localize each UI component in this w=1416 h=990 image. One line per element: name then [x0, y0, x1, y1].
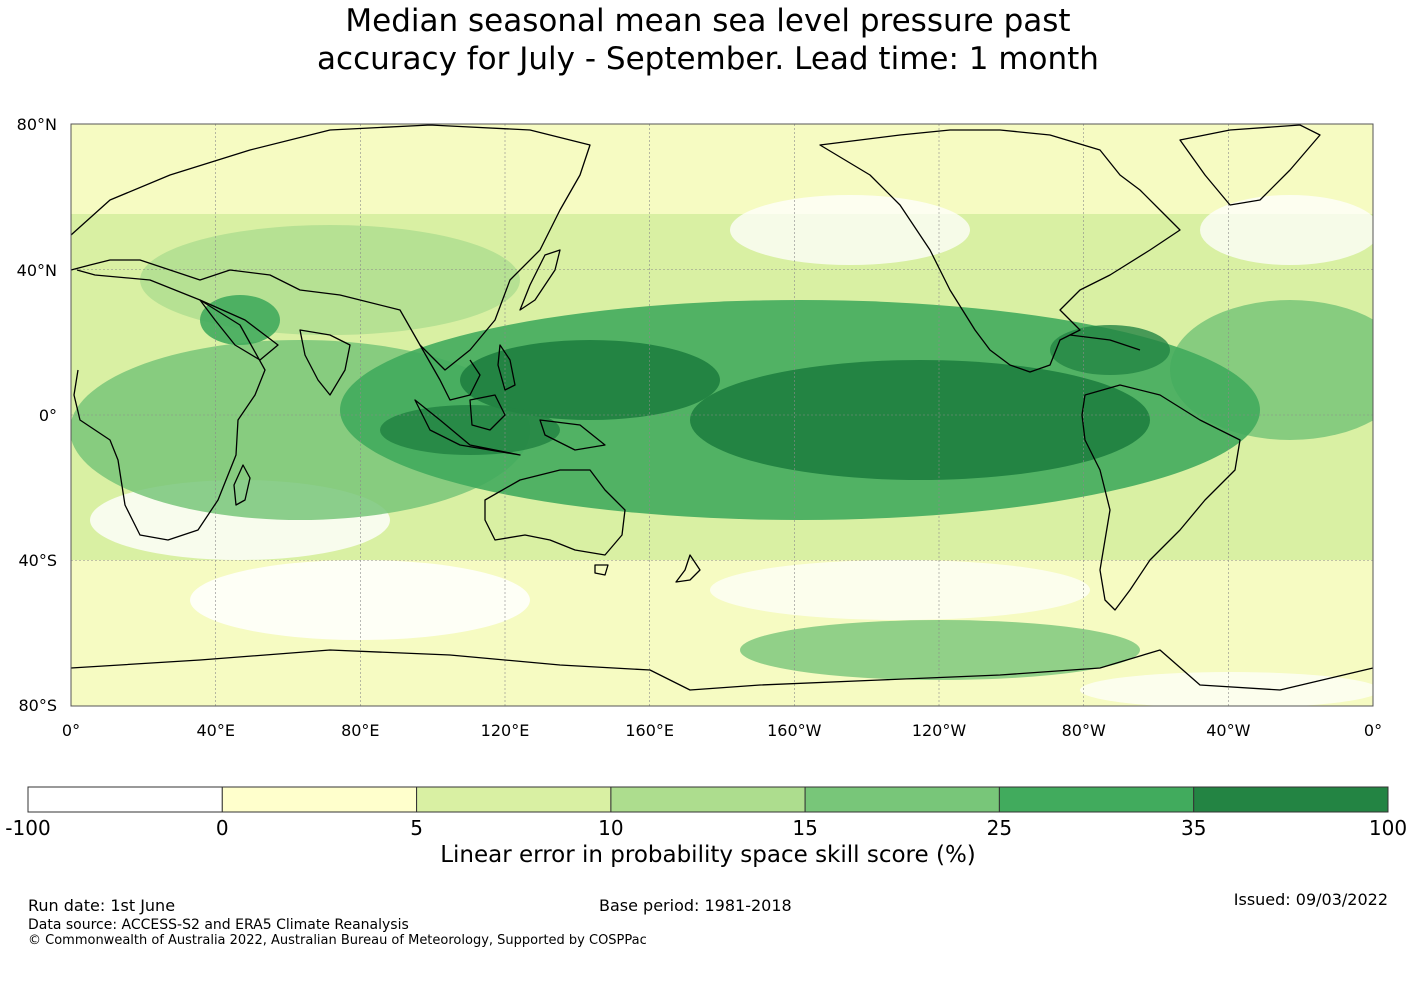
lat-label-40s: 40°S: [18, 551, 57, 570]
antarctic-low-skill: [1080, 672, 1373, 706]
new-zealand-coastline: [675, 554, 701, 583]
map-frame: [70, 123, 1374, 707]
longitude-labels: 0° 40°E 80°E 120°E 160°E 160°W 120°W 80°…: [62, 721, 1382, 740]
north-atlantic-low-skill: [1200, 195, 1373, 265]
data-source: Data source: ACCESS-S2 and ERA5 Climate …: [28, 917, 409, 933]
eurasia-coastline: [70, 124, 591, 371]
arabia-skill: [200, 295, 280, 345]
tropical-pacific-max-skill: [690, 360, 1150, 480]
title-line-1: Median seasonal mean sea level pressure …: [345, 3, 1071, 39]
lon-label-120e: 120°E: [481, 721, 530, 740]
lat-label-80s: 80°S: [18, 696, 57, 715]
south-pacific-low-skill: [710, 560, 1090, 620]
lon-label-120w: 120°W: [912, 721, 967, 740]
north-pacific-low-skill: [730, 195, 970, 265]
south-pacific-mid-skill: [740, 620, 1140, 680]
lon-label-80w: 80°W: [1062, 721, 1106, 740]
lat-label-80n: 80°N: [17, 115, 57, 134]
issued-date: Issued: 09/03/2022: [1233, 890, 1388, 909]
lon-label-40w: 40°W: [1206, 721, 1250, 740]
lat-label-0: 0°: [39, 406, 57, 425]
map-title: Median seasonal mean sea level pressure …: [0, 2, 1416, 78]
colorbar-tick-1: -100: [5, 816, 50, 840]
caribbean-skill: [1050, 325, 1170, 375]
coastlines: [70, 124, 1374, 691]
borneo-coastline: [469, 394, 506, 431]
title-line-2: accuracy for July - September. Lead time…: [317, 41, 1099, 77]
latitude-labels: 80°N 40°N 0° 40°S 80°S: [17, 115, 57, 715]
eurasia-mid-skill: [140, 225, 520, 335]
copyright-notice: © Commonwealth of Australia 2022, Austra…: [28, 933, 647, 948]
colorbar-swatch-3: [416, 786, 612, 813]
colorbar-tick-5: 15: [792, 816, 817, 840]
colorbar: -100 0 5 10 15 25 35 100: [5, 786, 1407, 840]
colorbar-tick-3: 5: [410, 816, 423, 840]
lon-label-0-east: 0°: [1364, 721, 1382, 740]
arabia-coastline: [199, 299, 279, 361]
colorbar-swatches: [27, 786, 1389, 813]
arctic-band: [71, 124, 1373, 214]
lon-label-160e: 160°E: [625, 721, 674, 740]
lon-label-0-west: 0°: [62, 721, 80, 740]
antarctica-coastline: [70, 649, 1374, 691]
graticule: [71, 124, 1373, 706]
philippines-coastline: [497, 344, 516, 391]
run-date: Run date: 1st June: [28, 896, 176, 915]
base-period: Base period: 1981-2018: [599, 896, 792, 915]
colorbar-swatch-2: [221, 786, 418, 813]
colorbar-tick-2: 0: [216, 816, 229, 840]
colorbar-swatch-6: [998, 786, 1195, 813]
north-america-coastline: [819, 129, 1181, 373]
lon-label-40e: 40°E: [196, 721, 234, 740]
colorbar-tick-6: 25: [987, 816, 1012, 840]
colorbar-swatch-1: [27, 786, 223, 813]
tasmania-coastline: [594, 564, 609, 576]
colorbar-ticks: -100 0 5 10 15 25 35 100: [5, 816, 1407, 840]
south-america-coastline: [1081, 384, 1241, 611]
colorbar-tick-8: 100: [1369, 816, 1407, 840]
colorbar-tick-7: 35: [1181, 816, 1206, 840]
skill-score-map: 80°N 40°N 0° 40°S 80°S 0° 40°E 80°E 120°…: [17, 115, 1382, 740]
maritime-continent-skill: [380, 405, 560, 455]
lon-label-80e: 80°E: [341, 721, 379, 740]
madagascar-coastline: [233, 464, 251, 506]
africa-coastline: [73, 269, 266, 541]
greenland-coastline: [1179, 124, 1321, 206]
lat-label-40n: 40°N: [17, 261, 57, 280]
colorbar-swatch-5: [804, 786, 1000, 813]
japan-coastline: [519, 249, 561, 311]
west-pacific-max-skill: [460, 340, 720, 420]
colorbar-swatch-7: [1193, 786, 1389, 813]
india-coastline: [299, 329, 351, 396]
colorbar-label: Linear error in probability space skill …: [440, 842, 976, 868]
colorbar-tick-4: 10: [598, 816, 623, 840]
southeast-asia-coastline: [419, 344, 481, 401]
new-guinea-coastline: [539, 419, 606, 451]
australia-coastline: [484, 469, 626, 556]
colorbar-swatch-4: [610, 786, 806, 813]
sumatra-java-coastline: [414, 399, 521, 456]
lon-label-160w: 160°W: [767, 721, 822, 740]
caribbean-islands: [1069, 334, 1141, 351]
